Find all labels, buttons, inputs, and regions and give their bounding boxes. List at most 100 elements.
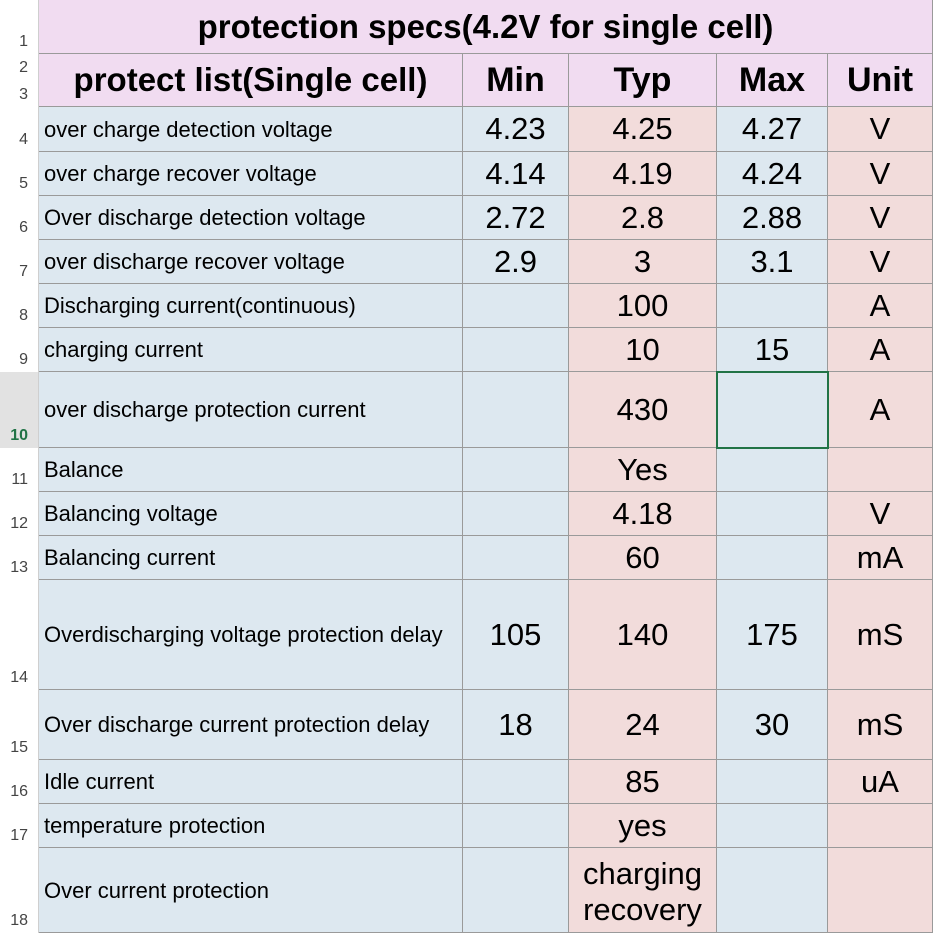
row-header-5[interactable]: 5 xyxy=(0,152,39,196)
value-max-row-16[interactable] xyxy=(717,760,828,804)
value-max-row-7[interactable]: 3.1 xyxy=(717,240,828,284)
value-max-row-5[interactable]: 4.24 xyxy=(717,152,828,196)
row-header-7[interactable]: 7 xyxy=(0,240,39,284)
value-max-row-9[interactable]: 15 xyxy=(717,328,828,372)
header-max[interactable]: Max xyxy=(717,54,828,107)
value-min-row-14[interactable]: 105 xyxy=(463,580,569,690)
item-label-row-9[interactable]: charging current xyxy=(39,328,463,372)
row-header-17[interactable]: 17 xyxy=(0,804,39,848)
row-header-1[interactable]: 1 xyxy=(0,0,39,54)
item-label-row-17[interactable]: temperature protection xyxy=(39,804,463,848)
value-min-row-7[interactable]: 2.9 xyxy=(463,240,569,284)
item-label-row-11[interactable]: Balance xyxy=(39,448,463,492)
value-typ-row-8[interactable]: 100 xyxy=(569,284,717,328)
row-header-13[interactable]: 13 xyxy=(0,536,39,580)
value-min-row-10[interactable] xyxy=(463,372,569,448)
value-unit-row-13[interactable]: mA xyxy=(828,536,933,580)
item-label-row-10[interactable]: over discharge protection current xyxy=(39,372,463,448)
item-label-row-13[interactable]: Balancing current xyxy=(39,536,463,580)
row-header-18[interactable]: 18 xyxy=(0,848,39,933)
value-max-row-17[interactable] xyxy=(717,804,828,848)
header-unit[interactable]: Unit xyxy=(828,54,933,107)
value-typ-row-14[interactable]: 140 xyxy=(569,580,717,690)
row-number: 2 xyxy=(19,59,28,76)
item-label-row-6[interactable]: Over discharge detection voltage xyxy=(39,196,463,240)
value-min-row-18[interactable] xyxy=(463,848,569,933)
value-max-row-8[interactable] xyxy=(717,284,828,328)
value-typ-row-9[interactable]: 10 xyxy=(569,328,717,372)
value-unit-row-7[interactable]: V xyxy=(828,240,933,284)
header-min[interactable]: Min xyxy=(463,54,569,107)
value-unit-row-11[interactable] xyxy=(828,448,933,492)
value-min-row-17[interactable] xyxy=(463,804,569,848)
value-typ-row-18[interactable]: charging recovery xyxy=(569,848,717,933)
value-max-row-4[interactable]: 4.27 xyxy=(717,107,828,152)
value-unit-row-5[interactable]: V xyxy=(828,152,933,196)
value-unit-row-9[interactable]: A xyxy=(828,328,933,372)
sheet-title[interactable]: protection specs(4.2V for single cell) xyxy=(39,0,933,54)
item-label-row-16[interactable]: Idle current xyxy=(39,760,463,804)
value-typ-row-10[interactable]: 430 xyxy=(569,372,717,448)
value-min-row-16[interactable] xyxy=(463,760,569,804)
value-min-row-11[interactable] xyxy=(463,448,569,492)
value-max-row-15[interactable]: 30 xyxy=(717,690,828,760)
value-min-row-8[interactable] xyxy=(463,284,569,328)
value-unit-row-4[interactable]: V xyxy=(828,107,933,152)
value-unit-row-17[interactable] xyxy=(828,804,933,848)
value-min-row-5[interactable]: 4.14 xyxy=(463,152,569,196)
row-header-3[interactable]: 3 xyxy=(0,80,39,107)
value-unit-row-12[interactable]: V xyxy=(828,492,933,536)
value-max-row-14[interactable]: 175 xyxy=(717,580,828,690)
value-typ-row-6[interactable]: 2.8 xyxy=(569,196,717,240)
value-max-row-18[interactable] xyxy=(717,848,828,933)
row-header-12[interactable]: 12 xyxy=(0,492,39,536)
value-max-row-12[interactable] xyxy=(717,492,828,536)
value-unit-row-16[interactable]: uA xyxy=(828,760,933,804)
row-header-4[interactable]: 4 xyxy=(0,107,39,152)
item-label-row-14[interactable]: Overdischarging voltage protection delay xyxy=(39,580,463,690)
item-label-row-7[interactable]: over discharge recover voltage xyxy=(39,240,463,284)
value-max-row-10[interactable] xyxy=(716,371,829,449)
value-unit-row-6[interactable]: V xyxy=(828,196,933,240)
value-typ-row-5[interactable]: 4.19 xyxy=(569,152,717,196)
value-unit-row-10[interactable]: A xyxy=(828,372,933,448)
value-typ-row-17[interactable]: yes xyxy=(569,804,717,848)
value-max-row-13[interactable] xyxy=(717,536,828,580)
header-item[interactable]: protect list(Single cell) xyxy=(39,54,463,107)
value-typ-row-15[interactable]: 24 xyxy=(569,690,717,760)
value-min-row-4[interactable]: 4.23 xyxy=(463,107,569,152)
value-typ-row-12[interactable]: 4.18 xyxy=(569,492,717,536)
item-label-row-8[interactable]: Discharging current(continuous) xyxy=(39,284,463,328)
item-label-row-4[interactable]: over charge detection voltage xyxy=(39,107,463,152)
value-typ-row-11[interactable]: Yes xyxy=(569,448,717,492)
value-min-row-9[interactable] xyxy=(463,328,569,372)
item-label-row-18[interactable]: Over current protection xyxy=(39,848,463,933)
row-header-9[interactable]: 9 xyxy=(0,328,39,372)
row-header-8[interactable]: 8 xyxy=(0,284,39,328)
row-header-16[interactable]: 16 xyxy=(0,760,39,804)
value-unit-row-15[interactable]: mS xyxy=(828,690,933,760)
value-typ-row-4[interactable]: 4.25 xyxy=(569,107,717,152)
header-typ[interactable]: Typ xyxy=(569,54,717,107)
row-header-14[interactable]: 14 xyxy=(0,580,39,690)
item-label-row-15[interactable]: Over discharge current protection delay xyxy=(39,690,463,760)
value-typ-row-7[interactable]: 3 xyxy=(569,240,717,284)
value-unit-row-8[interactable]: A xyxy=(828,284,933,328)
row-header-2[interactable]: 2 xyxy=(0,54,39,80)
value-min-row-6[interactable]: 2.72 xyxy=(463,196,569,240)
value-max-row-11[interactable] xyxy=(717,448,828,492)
value-min-row-15[interactable]: 18 xyxy=(463,690,569,760)
value-min-row-13[interactable] xyxy=(463,536,569,580)
row-header-11[interactable]: 11 xyxy=(0,448,39,492)
value-unit-row-18[interactable] xyxy=(828,848,933,933)
value-typ-row-16[interactable]: 85 xyxy=(569,760,717,804)
row-header-10[interactable]: 10 xyxy=(0,372,39,448)
value-max-row-6[interactable]: 2.88 xyxy=(717,196,828,240)
row-header-6[interactable]: 6 xyxy=(0,196,39,240)
value-min-row-12[interactable] xyxy=(463,492,569,536)
item-label-row-12[interactable]: Balancing voltage xyxy=(39,492,463,536)
item-label-row-5[interactable]: over charge recover voltage xyxy=(39,152,463,196)
row-header-15[interactable]: 15 xyxy=(0,690,39,760)
value-typ-row-13[interactable]: 60 xyxy=(569,536,717,580)
value-unit-row-14[interactable]: mS xyxy=(828,580,933,690)
